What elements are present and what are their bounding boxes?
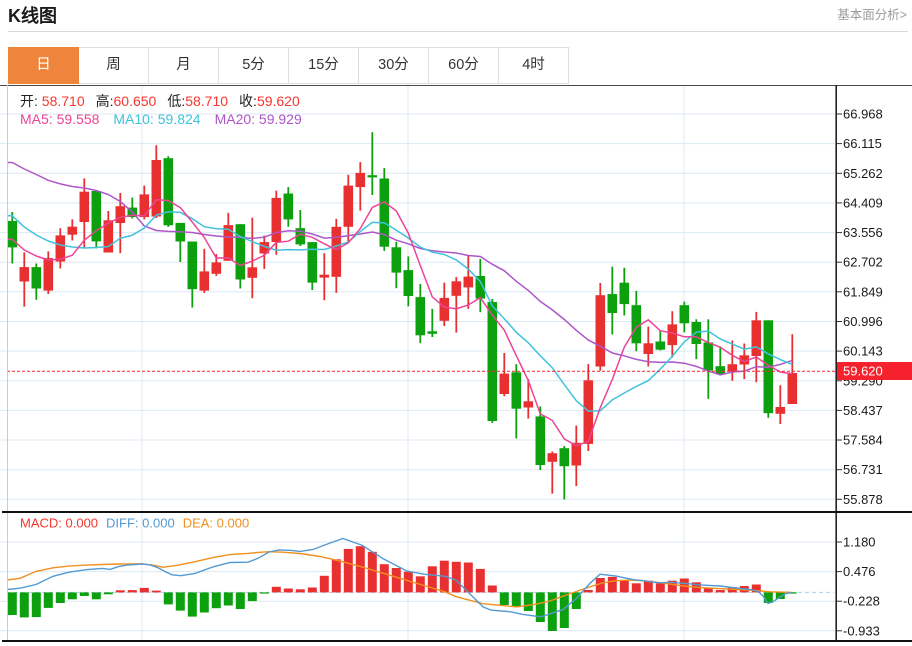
svg-text:60.996: 60.996 [843, 314, 883, 329]
svg-text:-0.228: -0.228 [843, 594, 880, 609]
svg-text:57.584: 57.584 [843, 433, 883, 448]
svg-text:62.702: 62.702 [843, 255, 883, 270]
svg-text:61.849: 61.849 [843, 284, 883, 299]
svg-text:66.968: 66.968 [843, 107, 883, 122]
svg-text:60.143: 60.143 [843, 344, 883, 359]
svg-text:56.731: 56.731 [843, 462, 883, 477]
svg-text:58.437: 58.437 [843, 403, 883, 418]
svg-text:-0.933: -0.933 [843, 623, 880, 638]
svg-text:55.878: 55.878 [843, 492, 883, 507]
svg-text:66.115: 66.115 [843, 136, 882, 151]
svg-text:0.476: 0.476 [843, 564, 876, 579]
svg-text:64.409: 64.409 [843, 195, 883, 210]
svg-text:1.180: 1.180 [843, 535, 876, 550]
svg-text:65.262: 65.262 [843, 166, 883, 181]
svg-text:59.620: 59.620 [843, 364, 883, 379]
svg-text:63.556: 63.556 [843, 225, 883, 240]
